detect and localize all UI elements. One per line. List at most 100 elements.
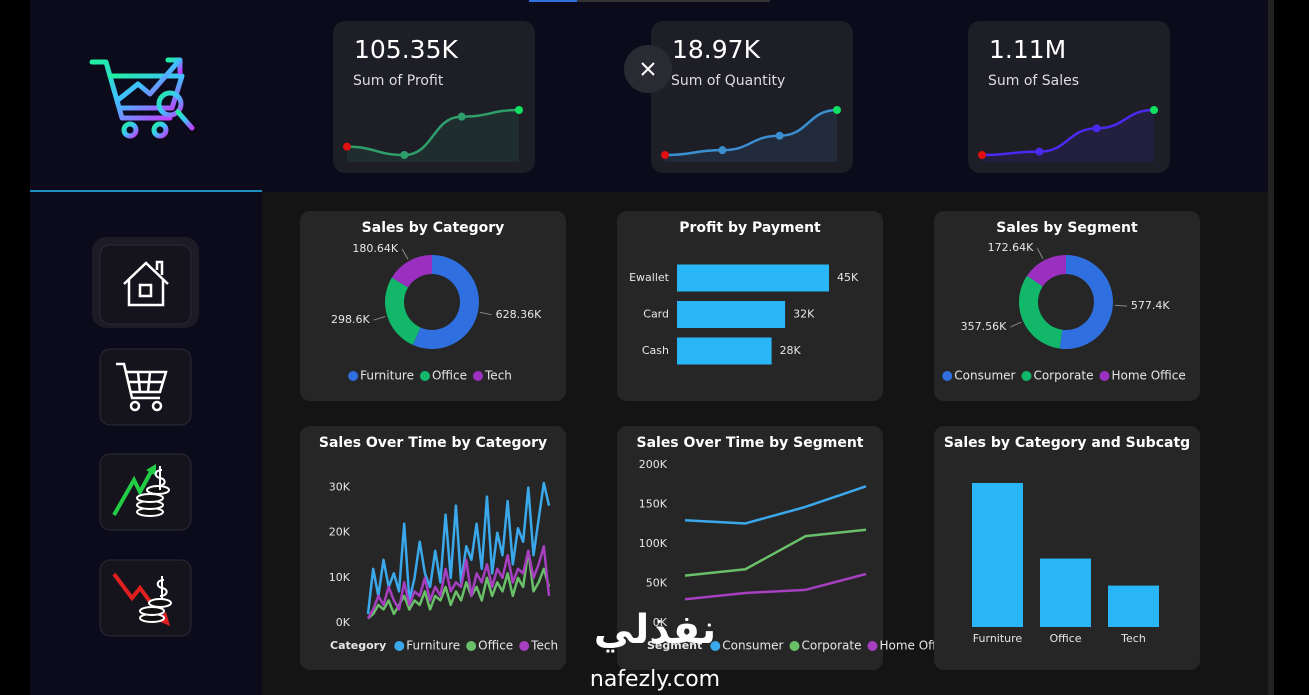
y-tick-label: 150K — [639, 498, 668, 511]
tab-track — [577, 0, 770, 2]
chart-card — [934, 211, 1200, 401]
legend-marker — [942, 371, 953, 381]
chart-title: Profit by Payment — [679, 220, 821, 236]
legend-label: Office — [478, 639, 513, 653]
kpi-trend-point — [718, 146, 727, 155]
kpi-trend-point — [1150, 106, 1158, 114]
leader-line — [401, 248, 409, 260]
close-x[interactable] — [641, 62, 655, 76]
y-tick-label: 0K — [653, 616, 668, 629]
close-button[interactable] — [624, 45, 672, 93]
chart-title: Sales by Segment — [996, 220, 1138, 236]
x-tick-label: Tech — [1120, 632, 1146, 645]
chart-title: Sales Over Time by Category — [319, 435, 547, 451]
kpi-trend-point — [457, 112, 466, 121]
legend: Furniture Office Tech — [348, 369, 512, 383]
chart-card — [617, 426, 883, 670]
watermark-arabic: نفذلي — [594, 607, 716, 653]
series-line — [366, 481, 551, 615]
kpi-trend-line — [664, 108, 838, 157]
legend-title: Segment — [647, 639, 702, 652]
leader-line — [479, 311, 492, 316]
kpi-trend-point — [400, 151, 409, 159]
donut-slice — [385, 277, 421, 345]
y-tick-label: 200K — [639, 458, 668, 471]
x-tick-label: Office — [1049, 632, 1081, 645]
legend-label: Furniture — [360, 369, 414, 383]
kpi-value: 1.11M — [989, 35, 1066, 64]
watermark-url: nafezly.com — [590, 667, 720, 692]
y-tick-label: 30K — [329, 481, 351, 494]
y-tick-label: 10K — [329, 571, 351, 584]
donut-slice — [391, 255, 432, 288]
home-icon — [123, 260, 169, 307]
cart-icon — [116, 362, 168, 412]
kpi-card — [651, 21, 853, 173]
leader-line — [373, 316, 386, 321]
kpi-trend-line — [981, 108, 1155, 157]
kpi-trend-line — [346, 108, 520, 157]
legend-label: Consumer — [954, 369, 1015, 383]
nav-cart[interactable] — [99, 348, 192, 426]
series-line — [684, 572, 867, 601]
legend-label: Consumer — [722, 639, 783, 653]
kpi-label: Sum of Quantity — [671, 73, 785, 89]
donut-value-label: 298.6K — [331, 313, 370, 326]
series-line — [684, 485, 867, 525]
kpi-value: 18.97K — [672, 35, 761, 64]
series-line — [684, 528, 867, 577]
y-tick-label: 20K — [329, 526, 351, 539]
legend-label: Tech — [530, 639, 558, 653]
donut-slice — [1026, 255, 1066, 287]
y-tick-label: Cash — [642, 344, 669, 357]
edge — [1268, 0, 1274, 695]
kpi-trend-point — [775, 131, 784, 140]
profit-icon — [112, 464, 170, 517]
bar — [1108, 585, 1159, 627]
legend: Consumer Corporate Home Office — [942, 369, 1186, 383]
content: 105.35K Sum of Profit 18.97K Sum of Quantit… — [300, 21, 1200, 670]
kpi-card — [333, 21, 535, 173]
leader-line — [1010, 321, 1022, 328]
legend-title: Category — [330, 639, 386, 652]
donut-value-label: 628.36K — [496, 308, 542, 321]
nav-profit[interactable] — [99, 453, 192, 531]
legend-marker — [348, 371, 359, 381]
legend-label: Furniture — [406, 639, 460, 653]
kpi-area — [982, 110, 1154, 162]
donut-value-label: 180.64K — [352, 242, 398, 255]
bar — [677, 264, 829, 292]
bar — [972, 483, 1023, 627]
kpi-trend-point — [661, 151, 669, 159]
kpi-card — [968, 21, 1170, 173]
legend-marker — [1099, 371, 1110, 381]
kpi-trend-point — [343, 142, 351, 151]
legend-label: Office — [432, 369, 467, 383]
donut-value-label: 357.56K — [961, 320, 1007, 333]
tab-active — [529, 0, 577, 2]
legend-marker — [710, 641, 721, 651]
legend-marker — [394, 641, 405, 651]
legend-marker — [519, 641, 530, 651]
y-tick-label: 50K — [646, 577, 668, 590]
legend-marker — [789, 641, 800, 651]
chart-card — [300, 211, 566, 401]
legend-marker — [473, 371, 484, 381]
y-tick-label: Card — [643, 308, 669, 321]
bar-value-label: 28K — [780, 344, 802, 357]
kpi-area — [665, 110, 837, 162]
x-tick-label: Furniture — [973, 632, 1023, 645]
chart-title: Sales by Category and Subcatg — [944, 435, 1190, 451]
kpi-trend-point — [1092, 124, 1101, 133]
chart-card — [300, 426, 566, 670]
loss-icon — [112, 572, 172, 626]
legend: Category Furniture Office Tech — [330, 639, 558, 653]
nav — [92, 237, 199, 637]
series-line — [366, 545, 551, 620]
chart-title: Sales by Category — [362, 220, 505, 236]
y-tick-label: 100K — [639, 537, 668, 550]
leader-line — [1036, 247, 1044, 259]
